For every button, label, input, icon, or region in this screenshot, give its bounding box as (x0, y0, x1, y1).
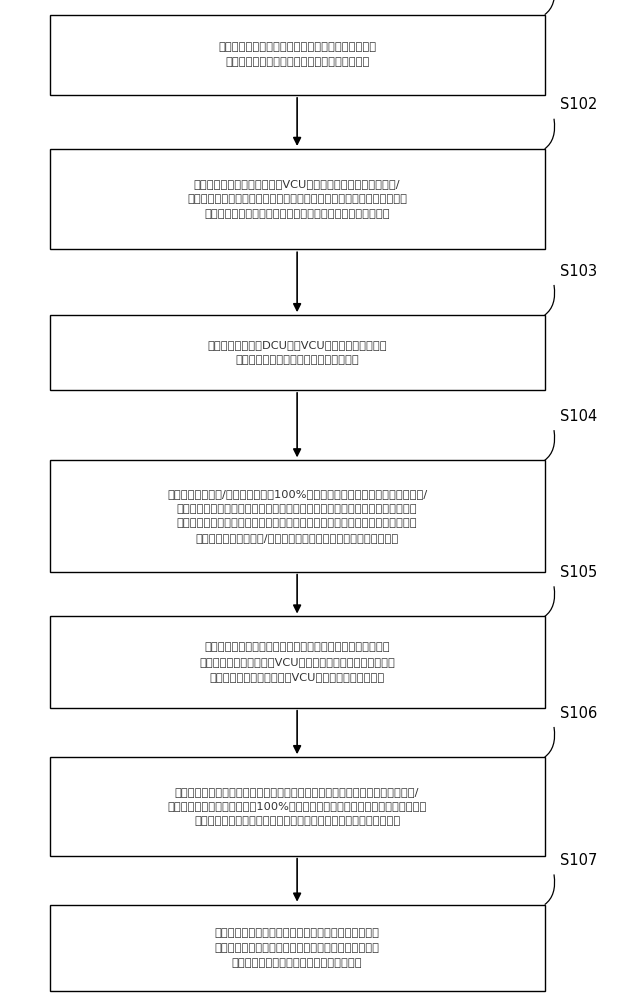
Bar (50, 15, 545, 95)
Text: S105: S105 (560, 565, 597, 580)
Bar (50, 460, 545, 572)
Text: 陪试变流器控制陪试电机的转速恒定，被试变流器快速的进行
转矩给定，在此过程观测VCU的中间目标电压给定和实际反馈
的中间电压跟随情况，测试VCU及励磁系统的控制: 陪试变流器控制陪试电机的转速恒定，被试变流器快速的进行 转矩给定，在此过程观测V… (199, 642, 395, 682)
Bar (50, 757, 545, 856)
Text: 被试变流器选择自负荷模式，被试变流器的逆变功能禁
止，发电机输出的能量完全通过制动电阻柜消耗，以此
测试柴油机的功率特性及制动电阻柜的能力: 被试变流器选择自负荷模式，被试变流器的逆变功能禁 止，发电机输出的能量完全通过制… (215, 928, 379, 968)
Bar (50, 905, 545, 991)
Text: S103: S103 (560, 264, 597, 279)
Text: S106: S106 (560, 706, 597, 721)
Text: S107: S107 (560, 853, 597, 868)
Text: S102: S102 (560, 97, 597, 112)
Text: 启动陪试系统，陪试系统运行于速度控制模式，通过
上位机控制两个陪试电机的转速给定为同一指令: 启动陪试系统，陪试系统运行于速度控制模式，通过 上位机控制两个陪试电机的转速给定… (218, 42, 376, 67)
Bar (50, 315, 545, 390)
Bar (50, 149, 545, 249)
Text: 陪试变流器将被试电机拖动至运行到最大速度点时，陪试变流器停止工作，牵引/
制动踏板的制动信号值给定至100%，记录被试电机从最大速度点降至零速点的时
间，通过此: 陪试变流器将被试电机拖动至运行到最大速度点时，陪试变流器停止工作，牵引/ 制动踏… (167, 787, 427, 826)
Bar (50, 616, 545, 708)
Text: 被试变流器、牵引/制动踏板提升至100%运行，陪试变流器根据被试电机的牵引/
制动曲线进行每个速度点的特性验证，此时测试柜自动记录被试电机在每个速度
点的给定转: 被试变流器、牵引/制动踏板提升至100%运行，陪试变流器根据被试电机的牵引/ 制… (167, 489, 427, 543)
Text: 被试变流器的第一DCU根据VCU下发的转矩给定信号
控制两个被试电机的转矩给定为同一指令: 被试变流器的第一DCU根据VCU下发的转矩给定信号 控制两个被试电机的转矩给定为… (207, 340, 387, 365)
Text: 启动被试系统，被试变流器的VCU开始进行控制，根据包括牵引/
制动踏板信号、电机转速信号在内的输入信号进行柴油机的转速控制、发
电机的功率输出和被试变流器的中间: 启动被试系统，被试变流器的VCU开始进行控制，根据包括牵引/ 制动踏板信号、电机… (187, 179, 407, 219)
Text: S104: S104 (560, 409, 597, 424)
